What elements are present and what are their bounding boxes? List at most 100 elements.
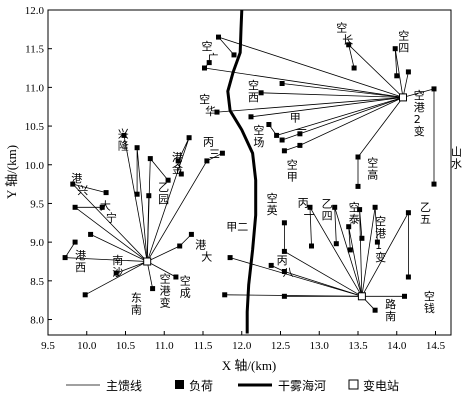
load-marker — [135, 192, 140, 197]
feeder-line — [395, 49, 403, 98]
load-marker — [177, 244, 182, 249]
load-marker — [406, 275, 411, 280]
load-label: 空高 — [367, 155, 378, 181]
x-tick-label: 10.0 — [77, 340, 97, 352]
load-marker — [228, 255, 233, 260]
load-label: 空西 — [248, 78, 259, 104]
load-marker — [280, 81, 285, 86]
load-marker — [220, 151, 225, 156]
substation-marker — [400, 94, 407, 101]
substation-marker — [144, 258, 151, 265]
load-label: 空华 — [199, 92, 216, 118]
load-label: 南沙 — [112, 254, 123, 279]
load-label: 丙三 — [203, 135, 220, 160]
load-label: 港西 — [75, 249, 86, 274]
x-tick-label: 12.5 — [271, 340, 291, 352]
legend-load-label: 负荷 — [189, 379, 213, 393]
load-label: 空港2变 — [414, 88, 425, 138]
y-tick-label: 8.0 — [30, 315, 44, 327]
load-marker — [393, 46, 398, 51]
load-marker — [406, 69, 411, 74]
feeder-line — [137, 148, 147, 262]
load-label: 甲一 — [290, 111, 307, 136]
load-label: 空港1变 — [375, 214, 386, 264]
river-line — [228, 10, 256, 334]
load-marker — [402, 294, 407, 299]
y-axis-label: Y 轴/(km) — [4, 145, 19, 199]
load-label: 港金 — [172, 151, 183, 176]
load-label: 兴隆 — [118, 128, 129, 153]
load-label: 空广 — [202, 39, 219, 65]
y-tick-label: 9.0 — [30, 237, 44, 249]
load-marker — [282, 220, 287, 225]
load-marker — [104, 190, 109, 195]
load-marker — [249, 114, 254, 119]
load-marker — [73, 240, 78, 245]
load-marker — [297, 143, 302, 148]
load-marker — [432, 86, 437, 91]
load-label: 港兴 — [71, 172, 88, 197]
load-label: 空港变 — [160, 271, 171, 309]
load-label: 丙一 — [298, 197, 315, 222]
y-tick-label: 10.0 — [25, 160, 45, 172]
load-marker — [373, 308, 378, 313]
load-label: 路南 — [385, 298, 396, 323]
load-marker — [83, 292, 88, 297]
load-marker — [135, 145, 140, 150]
load-label: 甲二 — [226, 221, 248, 234]
load-marker — [232, 52, 237, 57]
feeder-line — [147, 262, 152, 289]
load-marker — [406, 210, 411, 215]
legend: 主馈线 负荷 干雾海河 变电站 — [66, 378, 399, 393]
load-label: 港大 — [195, 238, 212, 263]
load-label: 空英 — [267, 191, 278, 217]
y-tick-label: 12.0 — [25, 5, 45, 17]
load-label: 空成 — [180, 274, 191, 300]
x-axis-ticks: 9.510.010.511.011.512.012.513.013.514.01… — [41, 331, 446, 352]
load-label: 空场 — [253, 123, 264, 149]
load-marker — [148, 156, 153, 161]
feeder-line — [360, 210, 362, 297]
load-marker — [432, 182, 437, 187]
feeder-line — [147, 153, 222, 261]
x-tick-label: 11.5 — [194, 340, 213, 352]
load-marker — [146, 193, 151, 198]
load-marker — [359, 236, 364, 241]
load-marker — [150, 286, 155, 291]
y-tick-label: 9.5 — [30, 198, 44, 210]
feeder-line — [251, 97, 403, 116]
load-marker — [216, 35, 221, 40]
load-label: 空甲 — [287, 158, 298, 184]
load-label: 丙八 — [277, 254, 294, 279]
x-tick-label: 10.5 — [116, 340, 136, 352]
load-marker — [202, 66, 207, 71]
label-layer: 兴隆港兴大宁乙园港金丙三港西南沙东南空港变港大空广空华空西空场甲一空甲空长空四空… — [71, 21, 462, 323]
load-label: 空泰 — [349, 200, 360, 226]
load-marker — [332, 205, 337, 210]
load-label: 乙五 — [420, 201, 431, 226]
load-marker — [282, 148, 287, 153]
load-marker — [352, 66, 357, 71]
load-marker — [280, 138, 285, 143]
legend-load-swatch — [175, 380, 184, 389]
feeder-line — [219, 37, 404, 97]
load-label: 空长 — [336, 21, 353, 47]
load-label: 乙园 — [158, 181, 169, 206]
y-tick-label: 10.5 — [25, 121, 45, 133]
x-tick-label: 13.0 — [310, 340, 330, 352]
load-marker — [88, 232, 93, 237]
substation-marker — [358, 293, 365, 300]
x-tick-label: 13.5 — [348, 340, 368, 352]
x-tick-label: 14.0 — [387, 340, 407, 352]
load-marker — [269, 263, 274, 268]
legend-feeder-label: 主馈线 — [106, 379, 142, 393]
load-marker — [373, 205, 378, 210]
load-label: 空钱 — [424, 289, 435, 315]
load-label: 东南 — [131, 292, 142, 317]
x-axis-label: X 轴/(km) — [222, 358, 277, 373]
load-marker — [189, 232, 194, 237]
load-marker — [187, 135, 192, 140]
load-marker — [222, 292, 227, 297]
legend-river-label: 干雾海河 — [278, 378, 326, 393]
